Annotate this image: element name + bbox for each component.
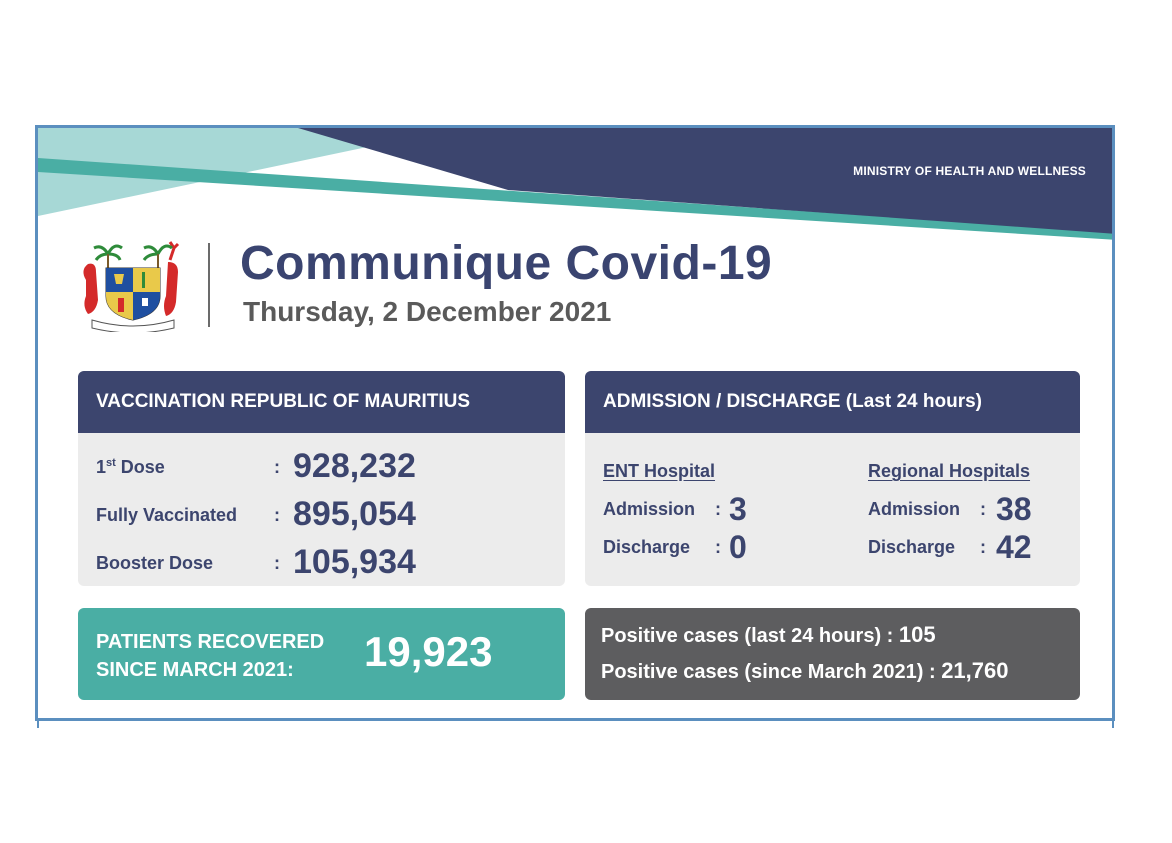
positive-last24-label: Positive cases (last 24 hours) : <box>601 625 894 647</box>
patients-recovered-panel: PATIENTS RECOVERED SINCE MARCH 2021: 19,… <box>78 608 565 700</box>
fully-vaccinated-value: 895,054 <box>293 495 416 533</box>
card-edge-mark-left <box>37 720 39 728</box>
regional-hospitals-title: Regional Hospitals <box>868 461 1031 481</box>
positive-since-row: Positive cases (since March 2021) : 21,7… <box>601 658 1008 684</box>
card-edge-mark-right <box>1112 720 1114 728</box>
regional-admission-row: Admission : 38 <box>868 491 1032 527</box>
regional-discharge-label: Discharge <box>868 537 956 557</box>
positive-cases-panel: Positive cases (last 24 hours) : 105 Pos… <box>585 608 1080 700</box>
ent-discharge-value: 0 <box>729 529 747 565</box>
page-title: Communique Covid-19 <box>240 237 773 290</box>
booster-dose-label: Booster Dose <box>96 553 214 573</box>
positive-since-value: 21,760 <box>941 658 1009 683</box>
patients-recovered-value: 19,923 <box>364 628 493 675</box>
ent-discharge-label: Discharge <box>603 537 691 557</box>
first-dose-value: 928,232 <box>293 447 416 485</box>
positive-since-label: Positive cases (since March 2021) : <box>601 661 936 683</box>
admission-panel: ADMISSION / DISCHARGE (Last 24 hours) EN… <box>585 371 1080 586</box>
positive-last24-value: 105 <box>898 622 936 647</box>
first-dose-label: 1st Dose <box>96 457 165 477</box>
patients-recovered-label: PATIENTS RECOVERED SINCE MARCH 2021: <box>96 631 325 681</box>
communique-card: MINISTRY OF HEALTH AND WELLNESS Communiq… <box>35 125 1115 721</box>
communique-date: Thursday, 2 December 2021 <box>243 296 612 327</box>
positive-last24-row: Positive cases (last 24 hours) : 105 <box>601 622 936 648</box>
vaccination-panel: VACCINATION REPUBLIC OF MAURITIUS 1st Do… <box>78 371 565 586</box>
booster-dose-value: 105,934 <box>293 543 416 581</box>
booster-dose-row: Booster Dose : 105,934 <box>96 543 416 581</box>
ent-admission-value: 3 <box>729 491 747 527</box>
header-banner <box>38 128 1112 240</box>
regional-discharge-row: Discharge : 42 <box>868 529 1032 565</box>
ent-admission-label: Admission <box>603 499 696 519</box>
fully-vaccinated-label: Fully Vaccinated <box>96 505 238 525</box>
admission-heading: ADMISSION / DISCHARGE (Last 24 hours) <box>585 371 1080 433</box>
regional-admission-value: 38 <box>996 491 1032 527</box>
ent-discharge-row: Discharge : 0 <box>603 529 747 565</box>
ent-hospital-title: ENT Hospital <box>603 461 716 481</box>
first-dose-row: 1st Dose : 928,232 <box>96 447 416 485</box>
ministry-label: MINISTRY OF HEALTH AND WELLNESS <box>853 164 1086 178</box>
vaccination-heading: VACCINATION REPUBLIC OF MAURITIUS <box>78 371 565 433</box>
regional-admission-label: Admission <box>868 499 961 519</box>
fully-vaccinated-row: Fully Vaccinated : 895,054 <box>96 495 416 533</box>
regional-discharge-value: 42 <box>996 529 1032 565</box>
ent-admission-row: Admission : 3 <box>603 491 747 527</box>
coat-of-arms-logo <box>83 241 180 332</box>
title-divider <box>208 243 210 327</box>
